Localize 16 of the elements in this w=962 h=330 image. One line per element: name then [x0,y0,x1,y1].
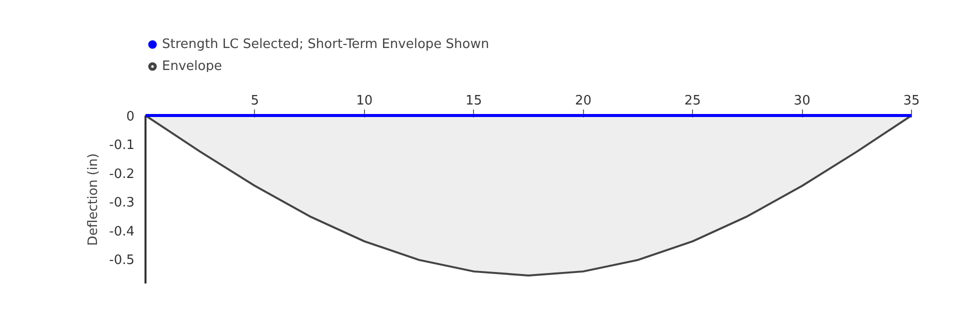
y-tick-label: -0.2 [109,166,135,182]
x-tick-label: 5 [250,94,260,108]
legend-label: Strength LC Selected; Short-Term Envelope Shown [162,36,490,52]
x-tick-label: 35 [903,94,920,108]
x-tick-label: 10 [356,94,373,108]
x-tick-label: 20 [574,94,592,108]
y-tick-label: -0.4 [109,224,135,240]
y-tick-label: -0.5 [109,253,135,268]
y-tick-label: -0.1 [109,138,135,154]
y-tick-label: 0 [126,110,135,124]
x-tick-label: 15 [466,94,482,108]
y-axis-title: Deflection (in) [86,153,102,246]
x-tick-label: 25 [684,94,701,108]
legend-label: Envelope [162,58,222,74]
y-tick-label: -0.3 [109,196,135,211]
x-tick-label: 30 [794,94,810,108]
